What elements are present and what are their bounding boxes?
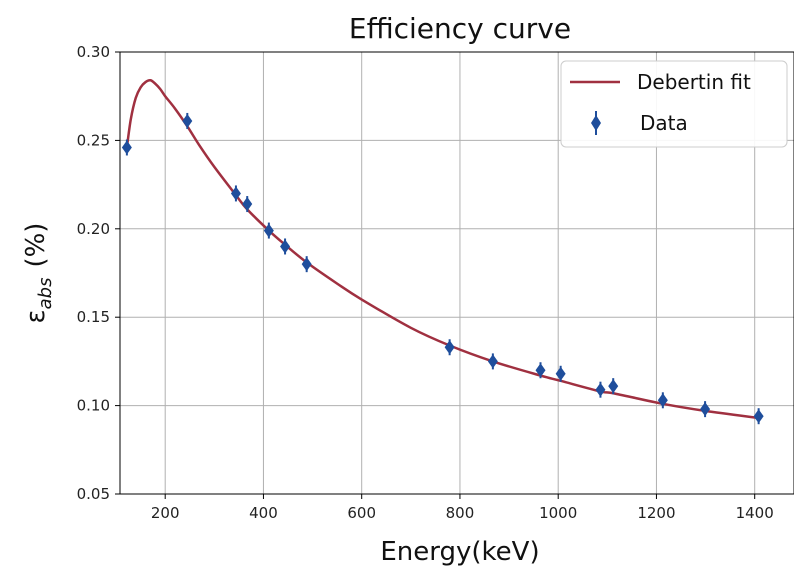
x-tick-label: 1400 (736, 504, 774, 522)
data-point (230, 185, 241, 202)
data-point-marker (182, 113, 193, 128)
data-point-marker (301, 257, 312, 272)
y-tick-label: 0.20 (77, 220, 110, 238)
data-point (301, 256, 312, 273)
data-point-marker (487, 354, 498, 369)
y-axis-label: εabs (%) (21, 223, 56, 324)
x-tick-label: 600 (347, 504, 376, 522)
data-point-marker (700, 402, 711, 417)
data-point-marker (242, 197, 253, 212)
data-point (608, 378, 619, 395)
data-point (280, 238, 291, 255)
legend-label-fit: Debertin fit (637, 70, 751, 94)
data-point (121, 139, 132, 156)
y-axis-label-unit: (%) (21, 223, 51, 268)
x-axis-ticks: 200 400 600 800 1000 1200 1400 (151, 494, 774, 522)
y-axis-label-subscript: abs (35, 278, 56, 310)
legend-label-data: Data (640, 111, 688, 135)
chart-title: Efficiency curve (349, 12, 571, 45)
data-point-marker (555, 366, 566, 381)
x-tick-label: 400 (249, 504, 278, 522)
x-tick-label: 800 (446, 504, 475, 522)
y-tick-label: 0.05 (77, 485, 110, 503)
x-tick-label: 200 (151, 504, 180, 522)
data-point-marker (753, 409, 764, 424)
data-point-marker (444, 340, 455, 355)
data-point (535, 362, 546, 379)
data-point-marker (230, 186, 241, 201)
data-point-marker (595, 382, 606, 397)
data-point (487, 353, 498, 370)
data-point (444, 339, 455, 356)
data-point-marker (280, 239, 291, 254)
y-tick-label: 0.30 (77, 43, 110, 61)
series (121, 78, 764, 425)
data-point (700, 401, 711, 418)
y-tick-label: 0.15 (77, 308, 110, 326)
legend-marker-swatch (591, 111, 601, 135)
data-point-marker (657, 393, 668, 408)
x-tick-label: 1200 (637, 504, 675, 522)
legend: Debertin fit Data (560, 60, 788, 148)
x-tick-label: 1000 (539, 504, 577, 522)
data-point-marker (535, 363, 546, 378)
fit-curve (125, 78, 759, 420)
y-axis-ticks: 0.05 0.10 0.15 0.20 0.25 0.30 (77, 43, 120, 503)
data-point-marker (263, 223, 274, 238)
svg-text:εabs(%): εabs (%) (21, 223, 56, 324)
data-point (753, 408, 764, 425)
data-point (242, 196, 253, 213)
data-point-marker (121, 140, 132, 155)
data-point-marker (608, 379, 619, 394)
data-point (595, 381, 606, 398)
data-point (657, 392, 668, 409)
y-tick-label: 0.25 (77, 131, 110, 149)
plot-frame (119, 51, 794, 495)
data-point (263, 222, 274, 239)
y-axis-label-symbol: ε (21, 309, 51, 323)
x-axis-label: Energy(keV) (380, 537, 539, 567)
data-point (182, 112, 193, 129)
y-tick-label: 0.10 (77, 397, 110, 415)
data-point (555, 365, 566, 382)
